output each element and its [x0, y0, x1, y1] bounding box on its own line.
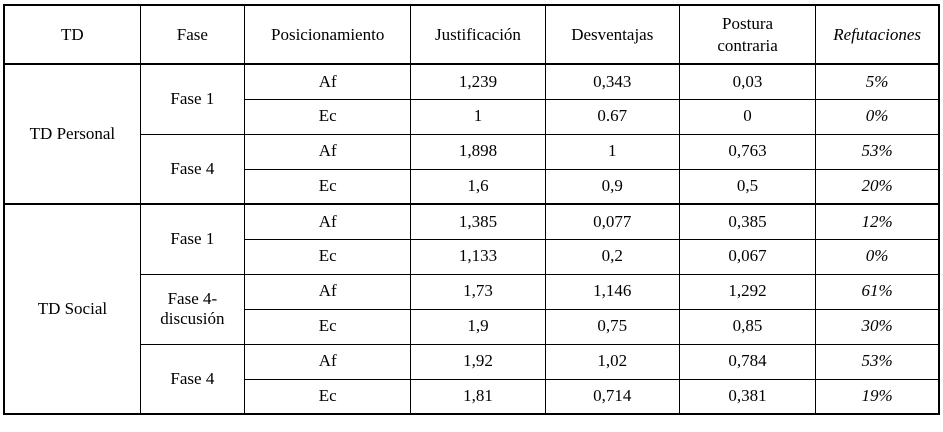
cell-refutaciones: 0%: [815, 98, 940, 135]
cell-justificacion: 1,81: [410, 378, 546, 415]
column-header-td: TD: [3, 4, 141, 65]
cell-postura-contraria: 0,03: [678, 63, 817, 100]
cell-refutaciones: 12%: [815, 203, 940, 240]
table-row: TD Social Fase 1 Af 1,385 0,077 0,385 12%: [3, 203, 940, 415]
cell-refutaciones: 61%: [815, 273, 940, 310]
table-row: Ec 1 0.67 0 0%: [4, 98, 940, 135]
column-header-fase: Fase: [139, 4, 246, 65]
table-row: Fase 4 Af 1,92 1,02 0,784 53%: [4, 343, 940, 415]
cell-refutaciones: 5%: [815, 63, 940, 100]
cell-posicionamiento: Ec: [243, 378, 412, 415]
cell-postura-contraria: 0,5: [678, 168, 817, 205]
td-section-cell: TD Personal: [3, 63, 141, 205]
cell-refutaciones: 53%: [815, 343, 940, 380]
table-body: TD Personal Fase 1 Af 1,239 0,343 0,03 5% Ec 1 0.…: [3, 63, 940, 415]
cell-refutaciones: 53%: [815, 133, 940, 170]
cell-refutaciones: 20%: [815, 168, 940, 205]
cell-posicionamiento: Af: [243, 63, 412, 100]
fase-cell: Fase 4-discusión: [139, 273, 246, 345]
cell-posicionamiento: Ec: [243, 238, 412, 275]
fase-cell: Fase 4: [139, 133, 246, 205]
cell-postura-contraria: 0,385: [678, 203, 817, 240]
table-row: Ec 1,9 0,75 0,85 30%: [4, 308, 940, 345]
cell-justificacion: 1,92: [410, 343, 546, 380]
cell-desventajas: 0,2: [544, 238, 680, 275]
cell-postura-contraria: 0,763: [678, 133, 817, 170]
cell-postura-contraria: 0: [678, 98, 817, 135]
cell-justificacion: 1: [410, 98, 546, 135]
column-header-posicionamiento: Posicionamiento: [243, 4, 412, 65]
column-header-postura-contraria: Postura contraria: [678, 4, 817, 65]
cell-desventajas: 0,75: [544, 308, 680, 345]
cell-justificacion: 1,385: [410, 203, 546, 240]
column-header-justificacion: Justificación: [410, 4, 546, 65]
cell-desventajas: 0,714: [544, 378, 680, 415]
cell-desventajas: 1: [544, 133, 680, 170]
cell-justificacion: 1,898: [410, 133, 546, 170]
table-header: TD Fase Posicionamiento Justificación Desven…: [3, 4, 940, 65]
cell-refutaciones: 0%: [815, 238, 940, 275]
cell-desventajas: 1,146: [544, 273, 680, 310]
column-header-desventajas: Desventajas: [544, 4, 680, 65]
cell-posicionamiento: Af: [243, 133, 412, 170]
table-row: Ec 1,6 0,9 0,5 20%: [4, 168, 940, 205]
cell-posicionamiento: Af: [243, 203, 412, 240]
cell-desventajas: 1,02: [544, 343, 680, 380]
results-table: TD Fase Posicionamiento Justificación Desven…: [3, 4, 940, 415]
cell-justificacion: 1,133: [410, 238, 546, 275]
cell-posicionamiento: Ec: [243, 308, 412, 345]
cell-desventajas: 0.67: [544, 98, 680, 135]
cell-postura-contraria: 0,784: [678, 343, 817, 380]
cell-refutaciones: 19%: [815, 378, 940, 415]
td-section-cell: TD Social: [3, 203, 141, 415]
cell-postura-contraria: 0,85: [678, 308, 817, 345]
cell-justificacion: 1,9: [410, 308, 546, 345]
fase-cell: Fase 4: [139, 343, 246, 415]
cell-desventajas: 0,9: [544, 168, 680, 205]
cell-justificacion: 1,6: [410, 168, 546, 205]
cell-postura-contraria: 0,067: [678, 238, 817, 275]
cell-postura-contraria: 1,292: [678, 273, 817, 310]
cell-justificacion: 1,73: [410, 273, 546, 310]
cell-postura-contraria: 0,381: [678, 378, 817, 415]
table-row: Ec 1,133 0,2 0,067 0%: [4, 238, 940, 275]
table-row: Ec 1,81 0,714 0,381 19%: [4, 378, 940, 415]
header-row: TD Fase Posicionamiento Justificación Desven…: [3, 4, 940, 65]
fase-cell: Fase 1: [139, 203, 246, 275]
cell-justificacion: 1,239: [410, 63, 546, 100]
cell-posicionamiento: Ec: [243, 168, 412, 205]
cell-desventajas: 0,343: [544, 63, 680, 100]
cell-posicionamiento: Af: [243, 273, 412, 310]
table-row: Fase 4 Af 1,898 1 0,763 53%: [4, 133, 940, 205]
table-row: TD Personal Fase 1 Af 1,239 0,343 0,03 5%: [3, 63, 940, 205]
cell-refutaciones: 30%: [815, 308, 940, 345]
cell-posicionamiento: Ec: [243, 98, 412, 135]
cell-posicionamiento: Af: [243, 343, 412, 380]
table-row: Fase 4-discusión Af 1,73 1,146 1,292 61%: [4, 273, 940, 345]
cell-desventajas: 0,077: [544, 203, 680, 240]
fase-cell: Fase 1: [139, 63, 246, 135]
column-header-refutaciones: Refutaciones: [815, 4, 940, 65]
